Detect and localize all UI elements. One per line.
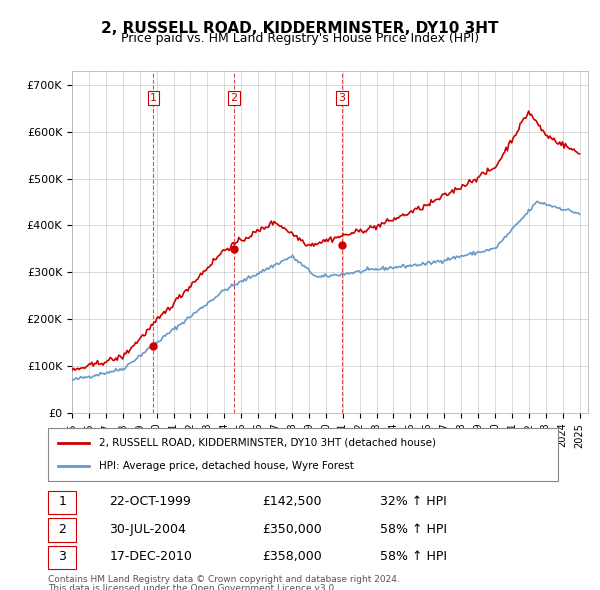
Text: 3: 3 xyxy=(58,550,66,563)
FancyBboxPatch shape xyxy=(48,546,76,569)
Text: 3: 3 xyxy=(338,93,346,103)
Text: 2, RUSSELL ROAD, KIDDERMINSTER, DY10 3HT: 2, RUSSELL ROAD, KIDDERMINSTER, DY10 3HT xyxy=(101,21,499,35)
FancyBboxPatch shape xyxy=(48,491,76,514)
Text: Price paid vs. HM Land Registry's House Price Index (HPI): Price paid vs. HM Land Registry's House … xyxy=(121,32,479,45)
FancyBboxPatch shape xyxy=(48,519,76,542)
FancyBboxPatch shape xyxy=(48,428,558,481)
Text: HPI: Average price, detached house, Wyre Forest: HPI: Average price, detached house, Wyre… xyxy=(99,461,354,471)
Text: 32% ↑ HPI: 32% ↑ HPI xyxy=(380,496,446,509)
Text: £350,000: £350,000 xyxy=(262,523,322,536)
Text: 30-JUL-2004: 30-JUL-2004 xyxy=(109,523,186,536)
Text: £142,500: £142,500 xyxy=(262,496,322,509)
Text: 2: 2 xyxy=(58,523,66,536)
Text: 58% ↑ HPI: 58% ↑ HPI xyxy=(380,550,446,563)
Text: £358,000: £358,000 xyxy=(262,550,322,563)
Text: Contains HM Land Registry data © Crown copyright and database right 2024.: Contains HM Land Registry data © Crown c… xyxy=(48,575,400,584)
Text: 58% ↑ HPI: 58% ↑ HPI xyxy=(380,523,446,536)
Text: 1: 1 xyxy=(150,93,157,103)
Text: 17-DEC-2010: 17-DEC-2010 xyxy=(109,550,192,563)
Text: 22-OCT-1999: 22-OCT-1999 xyxy=(109,496,191,509)
Text: 2: 2 xyxy=(230,93,238,103)
Text: 2, RUSSELL ROAD, KIDDERMINSTER, DY10 3HT (detached house): 2, RUSSELL ROAD, KIDDERMINSTER, DY10 3HT… xyxy=(99,438,436,448)
Text: 1: 1 xyxy=(58,496,66,509)
Text: This data is licensed under the Open Government Licence v3.0.: This data is licensed under the Open Gov… xyxy=(48,584,337,590)
